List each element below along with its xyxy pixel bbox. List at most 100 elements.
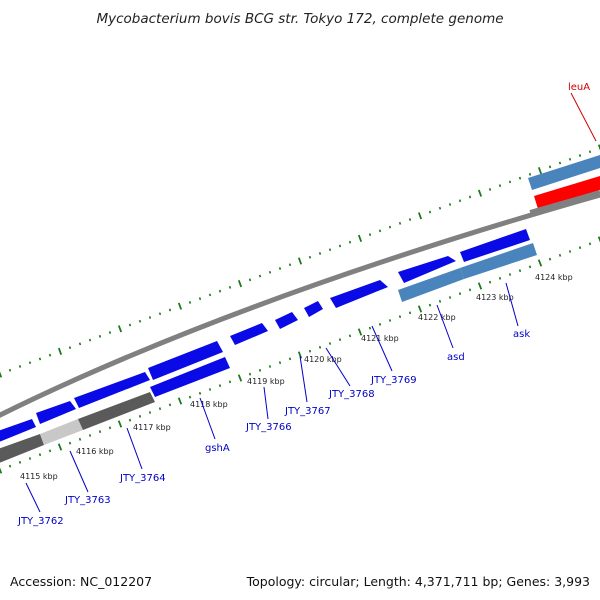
minor-tick xyxy=(328,248,332,252)
minor-tick xyxy=(528,172,532,176)
minor-tick xyxy=(208,388,212,391)
minor-tick xyxy=(488,188,492,191)
minor-tick xyxy=(578,154,582,157)
major-tick xyxy=(177,397,183,405)
forward-strand-genes xyxy=(0,155,600,442)
major-tick xyxy=(297,257,303,265)
tick-label: 4122 kbp xyxy=(418,313,456,322)
gene-feature xyxy=(0,419,36,442)
tick-label: 4124 kbp xyxy=(535,273,573,282)
minor-tick xyxy=(498,276,502,280)
minor-tick xyxy=(338,244,342,248)
minor-tick xyxy=(558,253,562,257)
minor-tick xyxy=(448,296,452,299)
minor-tick xyxy=(428,210,432,214)
minor-tick xyxy=(398,315,402,319)
minor-tick xyxy=(38,357,42,361)
genome-backbone xyxy=(0,192,600,418)
minor-tick xyxy=(218,384,222,388)
accession-text: Accession: NC_012207 xyxy=(10,574,152,589)
minor-tick xyxy=(468,195,472,199)
tick-label: 4118 kbp xyxy=(190,400,228,409)
gene-feature xyxy=(150,357,230,397)
gene-feature xyxy=(40,419,83,445)
tick-label: 4117 kbp xyxy=(133,423,171,432)
tick-label: 4123 kbp xyxy=(476,293,514,302)
gene-label: leuA xyxy=(568,82,590,93)
gene-label: JTY_3763 xyxy=(64,495,111,506)
gene-label: JTY_3768 xyxy=(328,389,375,400)
minor-tick xyxy=(518,269,522,273)
minor-tick xyxy=(568,157,572,161)
tick-marks-inner xyxy=(0,236,600,474)
minor-tick xyxy=(308,349,312,353)
minor-tick xyxy=(348,240,352,244)
minor-tick xyxy=(78,342,82,346)
minor-tick xyxy=(398,221,402,225)
major-tick xyxy=(417,212,423,220)
minor-tick xyxy=(348,334,352,338)
tick-label: 4120 kbp xyxy=(304,355,342,364)
minor-tick xyxy=(48,449,52,453)
minor-tick xyxy=(268,270,272,274)
genome-backbone-right xyxy=(529,190,600,214)
minor-tick xyxy=(228,285,232,289)
minor-tick xyxy=(108,426,112,430)
minor-tick xyxy=(248,372,252,376)
minor-tick xyxy=(18,365,22,368)
minor-tick xyxy=(38,453,42,457)
minor-tick xyxy=(278,267,282,270)
minor-tick xyxy=(158,407,162,411)
minor-tick xyxy=(588,242,592,246)
minor-tick xyxy=(148,316,152,319)
gene-label: JTY_3764 xyxy=(119,473,166,484)
major-tick xyxy=(57,443,63,451)
minor-tick xyxy=(98,430,102,434)
minor-tick xyxy=(168,308,172,312)
gene-feature xyxy=(304,301,323,317)
minor-tick xyxy=(448,203,452,206)
gene-feature xyxy=(398,268,464,302)
minor-tick xyxy=(338,338,342,342)
minor-tick xyxy=(408,311,412,315)
minor-tick xyxy=(438,299,442,303)
minor-tick xyxy=(198,391,202,395)
minor-tick xyxy=(408,218,412,221)
minor-tick xyxy=(318,345,322,349)
gene-feature xyxy=(74,372,150,408)
minor-tick xyxy=(88,434,92,437)
minor-tick xyxy=(498,184,502,188)
gene-label-leaders xyxy=(25,92,597,513)
minor-tick xyxy=(458,199,462,203)
major-tick xyxy=(597,236,600,243)
minor-tick xyxy=(8,464,12,468)
minor-tick xyxy=(198,297,202,301)
minor-tick xyxy=(108,331,112,334)
minor-tick xyxy=(148,411,152,414)
minor-tick xyxy=(218,289,222,293)
tick-label: 4119 kbp xyxy=(247,377,285,386)
major-tick xyxy=(117,420,123,428)
minor-tick xyxy=(68,346,72,350)
minor-tick xyxy=(578,246,582,250)
minor-tick xyxy=(548,165,552,169)
topology-text: Topology: circular; Length: 4,371,711 bp… xyxy=(246,574,590,589)
minor-tick xyxy=(268,365,272,368)
minor-tick xyxy=(378,322,382,326)
major-tick xyxy=(357,234,363,243)
minor-tick xyxy=(458,292,462,296)
minor-tick xyxy=(18,460,22,464)
major-tick xyxy=(0,467,3,474)
major-tick xyxy=(417,305,423,313)
minor-tick xyxy=(128,418,132,422)
tick-marks-outer xyxy=(0,144,600,378)
gene-label: JTY_3767 xyxy=(284,406,331,417)
minor-tick xyxy=(508,273,512,276)
minor-tick xyxy=(368,326,372,330)
minor-tick xyxy=(88,338,92,342)
gene-feature xyxy=(78,392,155,430)
gene-label: JTY_3766 xyxy=(245,422,292,433)
minor-tick xyxy=(518,176,522,180)
minor-tick xyxy=(548,257,552,261)
